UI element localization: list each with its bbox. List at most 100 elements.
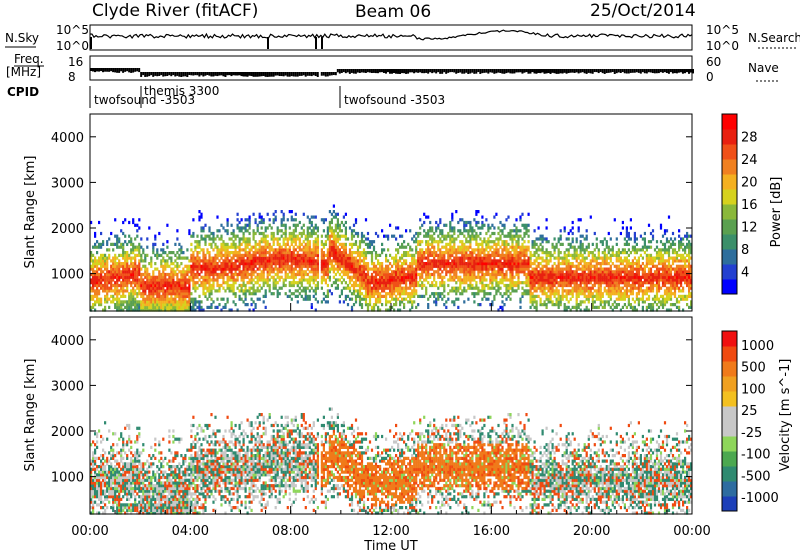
freq-sample bbox=[683, 69, 686, 74]
heatmap-cell bbox=[252, 259, 255, 263]
heatmap-cell bbox=[459, 283, 462, 288]
heatmap-cell bbox=[413, 283, 416, 288]
heatmap-cell bbox=[533, 289, 536, 293]
heatmap-cell bbox=[533, 262, 536, 266]
heatmap-cell bbox=[136, 275, 139, 279]
freq-sample bbox=[102, 68, 105, 73]
heatmap-cell bbox=[362, 281, 366, 285]
heatmap-cell bbox=[116, 267, 119, 271]
heatmap-cell bbox=[483, 251, 486, 255]
heatmap-cell bbox=[326, 248, 329, 252]
heatmap-cell bbox=[288, 259, 291, 263]
heatmap-cell bbox=[298, 220, 301, 225]
freq-sample bbox=[459, 69, 462, 73]
heatmap-cell bbox=[419, 264, 422, 268]
heatmap-cell bbox=[92, 259, 95, 263]
heatmap-cell bbox=[282, 267, 285, 271]
heatmap-cell bbox=[379, 286, 382, 290]
heatmap-cell bbox=[210, 267, 213, 271]
heatmap-cell bbox=[174, 264, 177, 268]
heatmap-cell bbox=[314, 286, 317, 290]
heatmap-cell bbox=[228, 237, 231, 241]
heatmap-cell bbox=[216, 278, 219, 282]
heatmap-cell bbox=[441, 251, 444, 255]
heatmap-cell bbox=[399, 245, 402, 249]
heatmap-cell bbox=[126, 289, 129, 293]
freq-sample bbox=[593, 69, 596, 73]
heatmap-cell bbox=[421, 272, 424, 277]
heatmap-cell bbox=[519, 256, 522, 260]
heatmap-cell bbox=[154, 262, 157, 266]
heatmap-cell bbox=[559, 229, 562, 233]
heatmap-cell bbox=[156, 300, 159, 304]
heatmap-cell bbox=[314, 270, 317, 274]
heatmap-cell bbox=[208, 294, 211, 298]
heatmap-cell bbox=[306, 251, 309, 255]
heatmap-cell bbox=[160, 308, 163, 312]
heatmap-cell bbox=[184, 305, 187, 309]
freq-sample bbox=[633, 69, 636, 73]
heatmap-cell bbox=[399, 308, 402, 312]
heatmap-cell bbox=[336, 256, 339, 260]
heatmap-cell bbox=[272, 281, 275, 285]
heatmap-cell bbox=[258, 240, 261, 244]
heatmap-cell bbox=[264, 292, 267, 296]
heatmap-cell bbox=[96, 251, 99, 255]
heatmap-cell bbox=[242, 272, 245, 277]
heatmap-cell bbox=[364, 278, 368, 282]
heatmap-cell bbox=[186, 278, 189, 282]
heatmap-cell bbox=[96, 294, 99, 298]
freq-sample bbox=[184, 72, 187, 77]
heatmap-cell bbox=[575, 305, 578, 309]
heatmap-cell bbox=[467, 253, 470, 257]
heatmap-cell bbox=[521, 237, 524, 241]
heatmap-cell bbox=[523, 248, 526, 252]
heatmap-cell bbox=[116, 237, 119, 241]
heatmap-cell bbox=[531, 245, 534, 249]
heatmap-cell bbox=[511, 259, 514, 263]
heatmap-cell bbox=[262, 248, 265, 252]
heatmap-cell bbox=[431, 262, 434, 266]
heatmap-cell bbox=[146, 275, 149, 279]
heatmap-cell bbox=[122, 248, 125, 252]
freq-sample bbox=[276, 72, 279, 76]
heatmap-cell bbox=[403, 297, 406, 301]
heatmap-cell bbox=[90, 286, 93, 290]
freq-sample bbox=[118, 68, 121, 73]
heatmap-cell bbox=[342, 256, 345, 260]
heatmap-cell bbox=[401, 256, 404, 260]
heatmap-cell bbox=[222, 242, 225, 246]
heatmap-cell bbox=[435, 262, 438, 266]
heatmap-cell bbox=[94, 259, 97, 263]
heatmap-cell bbox=[581, 242, 584, 246]
heatmap-cell bbox=[463, 262, 466, 266]
heatmap-cell bbox=[308, 218, 311, 222]
heatmap-cell bbox=[126, 251, 129, 255]
heatmap-cell bbox=[583, 283, 586, 288]
heatmap-cell bbox=[525, 231, 528, 236]
heatmap-cell bbox=[451, 264, 454, 268]
heatmap-cell bbox=[118, 259, 121, 263]
heatmap-cell bbox=[164, 272, 167, 277]
heatmap-cell bbox=[166, 289, 169, 293]
heatmap-cell bbox=[381, 242, 384, 246]
heatmap-cell bbox=[461, 289, 464, 293]
heatmap-cell bbox=[212, 278, 215, 282]
heatmap-cell bbox=[413, 292, 416, 296]
freq-sample bbox=[627, 69, 630, 74]
heatmap-cell bbox=[144, 286, 147, 290]
heatmap-cell bbox=[220, 223, 223, 227]
freq-sample bbox=[120, 68, 123, 72]
heatmap-cell bbox=[573, 278, 576, 282]
heatmap-cell bbox=[294, 218, 297, 222]
heatmap-cell bbox=[567, 289, 570, 293]
freq-sample bbox=[447, 69, 450, 73]
heatmap-cell bbox=[126, 300, 129, 304]
heatmap-cell bbox=[98, 272, 101, 277]
heatmap-cell bbox=[302, 297, 305, 301]
heatmap-cell bbox=[94, 281, 97, 285]
heatmap-cell bbox=[348, 278, 352, 282]
heatmap-cell bbox=[467, 262, 470, 266]
heatmap-cell bbox=[246, 229, 249, 233]
heatmap-cell bbox=[441, 231, 444, 236]
